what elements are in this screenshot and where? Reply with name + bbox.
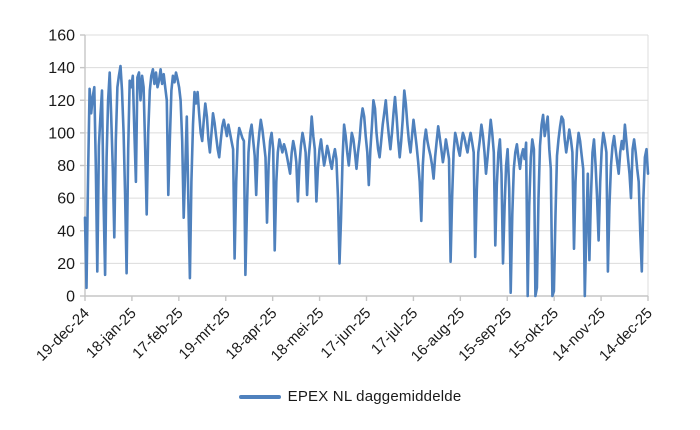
series-line-epex-nl xyxy=(83,64,650,298)
y-axis-label: 60 xyxy=(57,191,75,208)
legend-line-swatch xyxy=(238,394,281,399)
y-axis-label: 100 xyxy=(48,125,75,142)
y-axis-label: 0 xyxy=(66,289,75,306)
legend: EPEX NL daggemiddelde xyxy=(0,388,700,405)
y-axis-label: 40 xyxy=(57,223,75,240)
y-axis-label: 20 xyxy=(57,256,75,273)
y-axis-label: 140 xyxy=(48,60,75,77)
y-axis-label: 80 xyxy=(57,158,75,175)
legend-label: EPEX NL daggemiddelde xyxy=(287,388,462,405)
y-axis-label: 160 xyxy=(48,28,75,45)
y-axis-label: 120 xyxy=(48,93,75,110)
x-axis-label: 19-dec-24 xyxy=(33,305,93,365)
x-axis-label: 17-jun-25 xyxy=(317,305,374,362)
